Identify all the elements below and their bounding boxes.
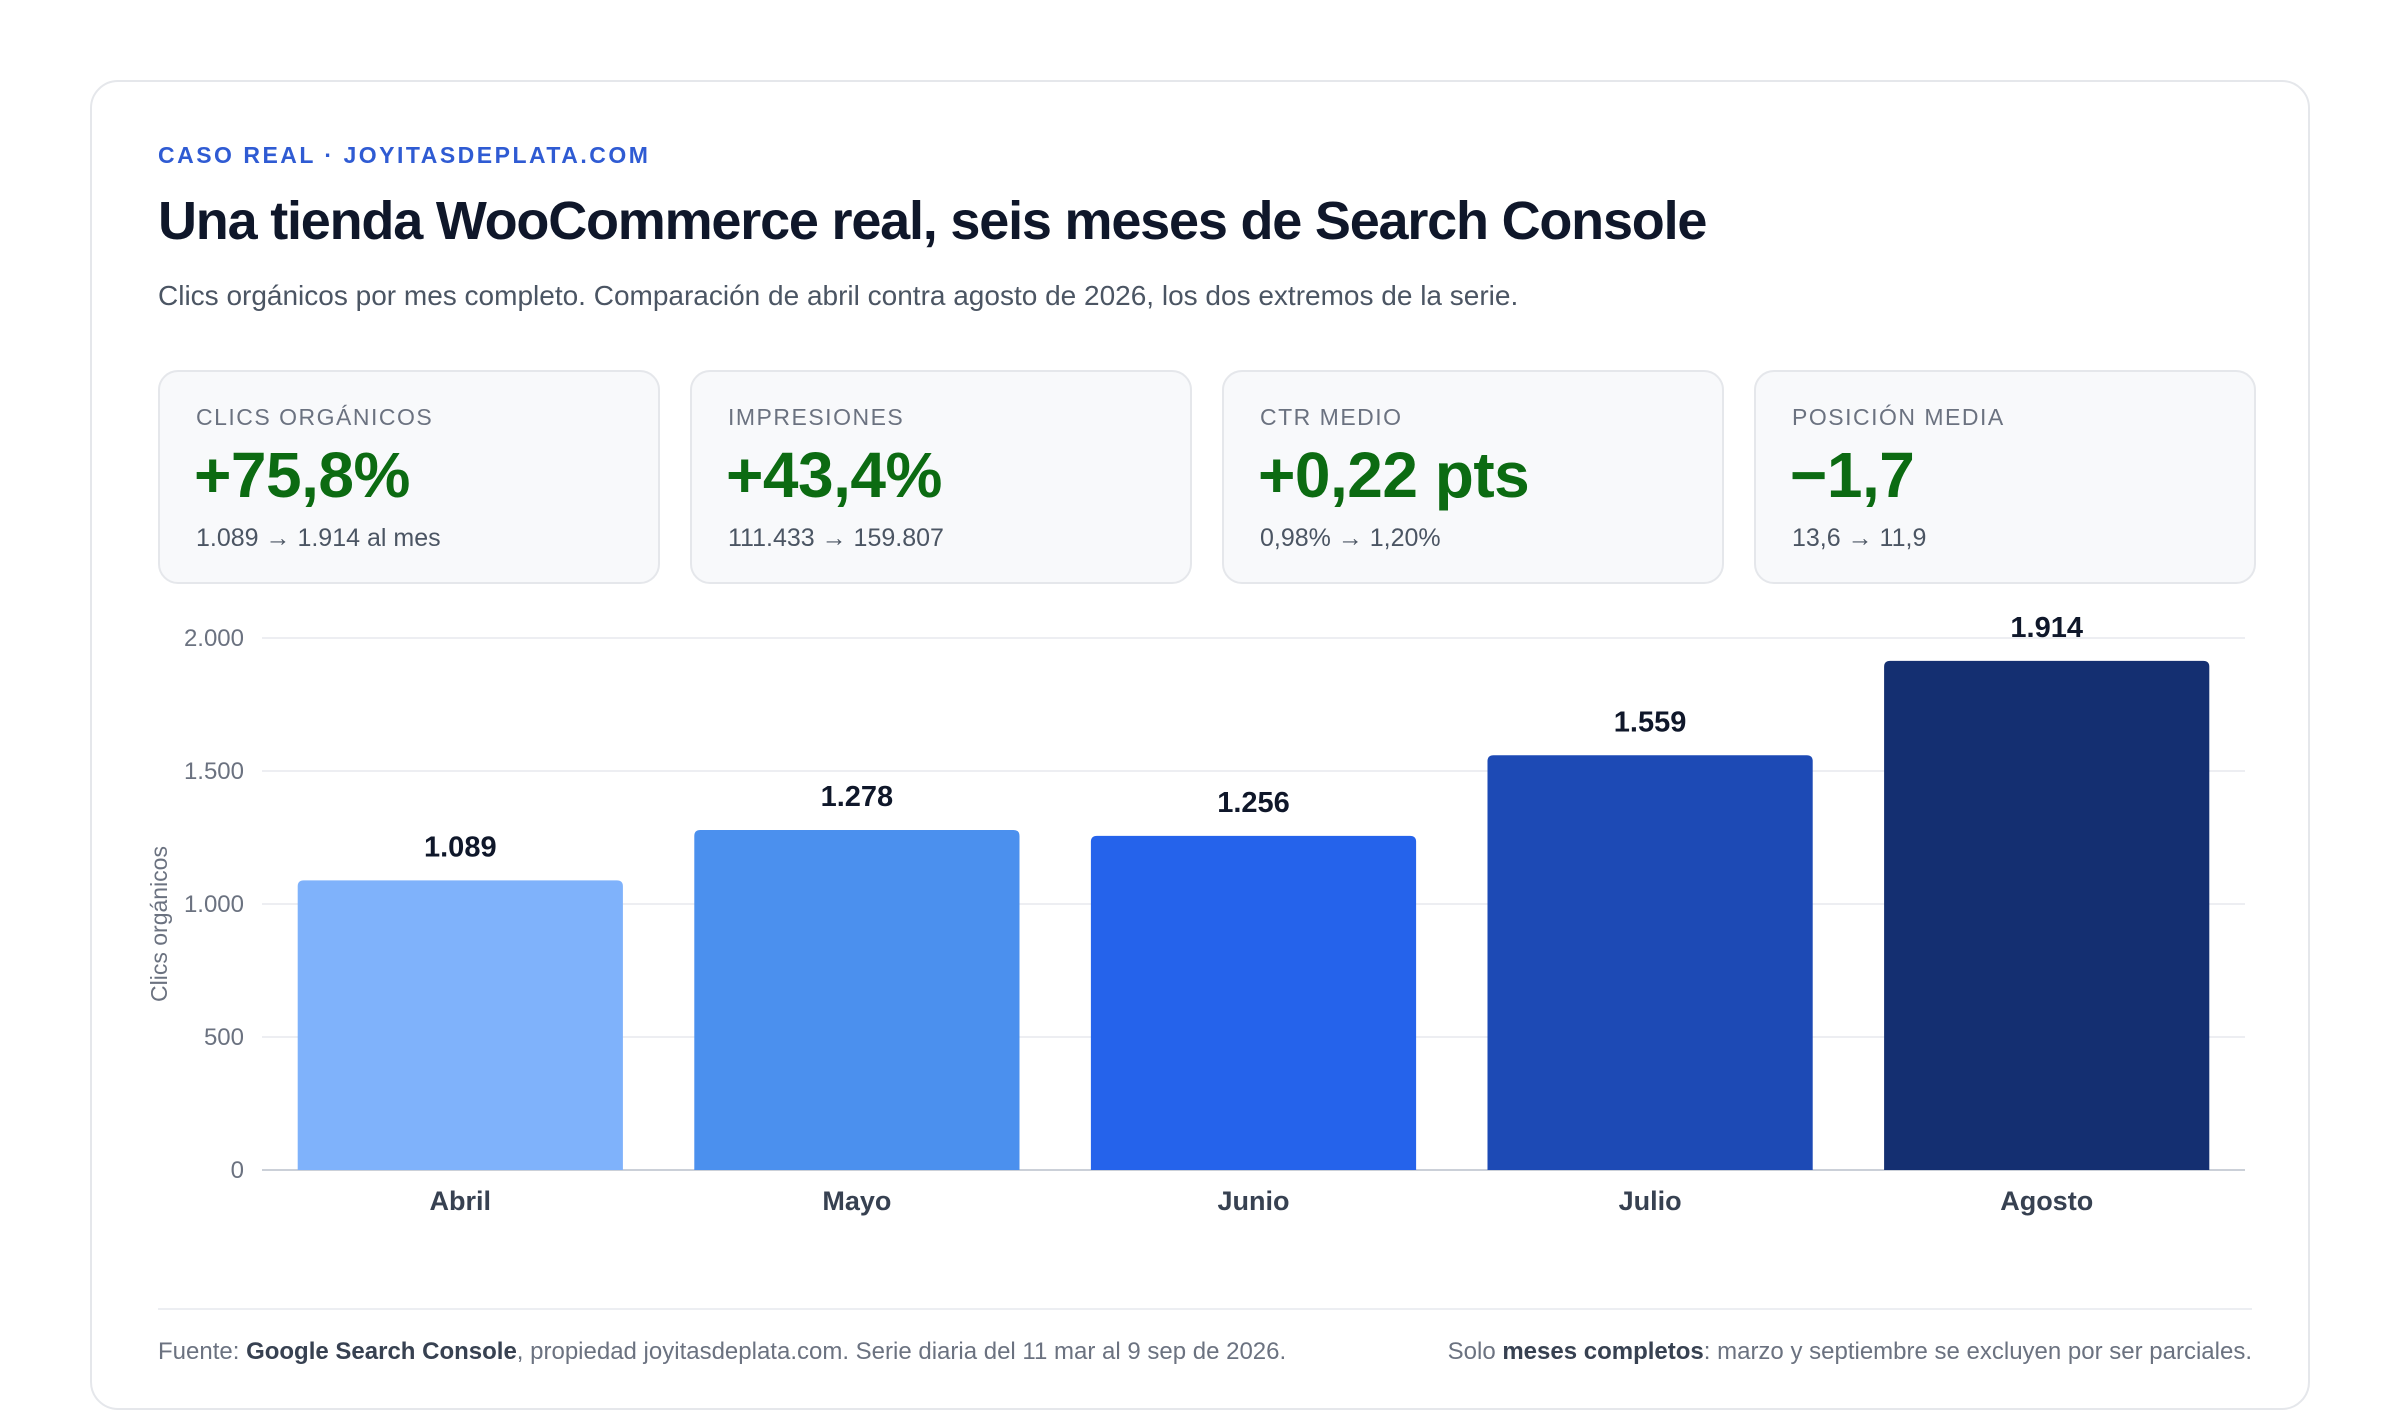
y-tick-label: 1.500 [184, 758, 244, 785]
kpi-value: +43,4% [726, 439, 942, 511]
y-tick-label: 1.000 [184, 891, 244, 918]
kpi-card-position: POSICIÓN MEDIA −1,7 13,6 → 11,9 [1754, 370, 2256, 584]
y-tick-label: 500 [204, 1024, 244, 1051]
bar-value-label: 1.256 [1217, 787, 1290, 819]
footer-divider [158, 1308, 2252, 1310]
page-title: Una tienda WooCommerce real, seis meses … [158, 191, 1707, 251]
eyebrow-label: CASO REAL · JOYITASDEPLATA.COM [158, 142, 651, 168]
x-tick-label: Agosto [2000, 1186, 2093, 1216]
bar-chart: 0 500 1.000 1.500 2.000 Clics orgánicos 1.089 A… [146, 612, 2245, 1216]
footer-source-name: Google Search Console [246, 1338, 517, 1365]
page-subtitle: Clics orgánicos por mes completo. Compar… [158, 280, 1519, 311]
y-tick-label: 0 [231, 1157, 244, 1184]
footer-note-prefix: Solo [1447, 1338, 1503, 1365]
bar-mayo [694, 830, 1020, 1170]
bar-julio [1487, 755, 1813, 1170]
x-tick-label: Junio [1218, 1186, 1290, 1216]
footer-source-prefix: Fuente: [158, 1338, 247, 1365]
bar-agosto [1884, 660, 2210, 1170]
kpi-label: IMPRESIONES [728, 404, 905, 430]
kpi-label: CTR MEDIO [1260, 404, 1403, 430]
kpi-value: +0,22 pts [1258, 439, 1530, 511]
kpi-card-impressions: IMPRESIONES +43,4% 111.433 → 159.807 [690, 370, 1192, 584]
kpi-detail: 111.433 → 159.807 [728, 524, 944, 552]
bar-value-label: 1.089 [424, 831, 497, 863]
y-tick-label: 2.000 [184, 625, 244, 652]
kpi-detail: 1.089 → 1.914 al mes [196, 524, 441, 552]
kpi-card-ctr: CTR MEDIO +0,22 pts 0,98% → 1,20% [1222, 370, 1724, 584]
y-axis-title: Clics orgánicos [146, 846, 172, 1002]
kpi-detail: 13,6 → 11,9 [1792, 524, 1927, 552]
footer-note-detail: : marzo y septiembre se excluyen por ser… [1703, 1338, 2252, 1365]
footer-source: Fuente: Google Search Console, propiedad… [158, 1338, 1286, 1366]
x-tick-label: Julio [1619, 1186, 1682, 1216]
kpi-value: +75,8% [194, 439, 410, 511]
bar-junio [1090, 835, 1417, 1170]
bar-abril [297, 880, 623, 1170]
footer-note: Solo meses completos: marzo y septiembre… [1448, 1338, 2252, 1366]
kpi-detail: 0,98% → 1,20% [1260, 524, 1441, 552]
kpi-label: CLICS ORGÁNICOS [196, 404, 434, 430]
bar-value-label: 1.278 [821, 781, 894, 813]
kpi-label: POSICIÓN MEDIA [1792, 404, 2005, 430]
footer-source-detail: , propiedad joyitasdeplata.com. Serie di… [516, 1338, 1287, 1365]
bar-value-label: 1.914 [2010, 612, 2083, 644]
kpi-card-clicks: CLICS ORGÁNICOS +75,8% 1.089 → 1.914 al … [158, 370, 660, 584]
x-tick-label: Mayo [822, 1186, 891, 1216]
x-tick-label: Abril [430, 1186, 492, 1216]
kpi-value: −1,7 [1790, 439, 1915, 511]
footer-note-bold: meses completos [1502, 1338, 1704, 1365]
bar-value-label: 1.559 [1614, 706, 1687, 738]
